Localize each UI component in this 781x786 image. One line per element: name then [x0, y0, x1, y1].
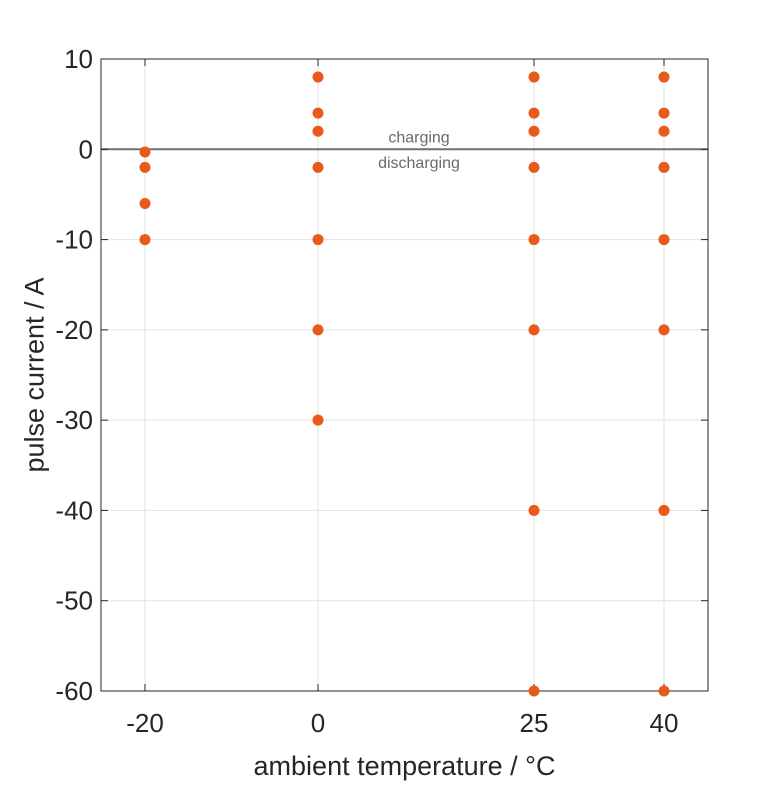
plot-area-frame	[100, 58, 709, 692]
x-tick-label: 0	[311, 708, 325, 738]
data-point	[658, 324, 670, 336]
x-tick-label: 25	[520, 708, 549, 738]
x-tick-label: -20	[126, 708, 164, 738]
data-point	[528, 71, 540, 83]
y-tick-label: -10	[55, 225, 93, 255]
y-tick-label: 0	[79, 134, 93, 164]
data-point	[528, 504, 540, 516]
x-tick-label: 40	[650, 708, 679, 738]
data-point	[658, 125, 670, 137]
data-point	[658, 234, 670, 246]
data-point	[528, 125, 540, 137]
data-point	[312, 234, 324, 246]
data-point	[528, 161, 540, 173]
data-point	[312, 324, 324, 336]
y-tick-label: -20	[55, 315, 93, 345]
data-point	[139, 197, 151, 209]
y-tick-label: -60	[55, 676, 93, 706]
y-tick-label: -40	[55, 495, 93, 525]
data-point	[528, 685, 540, 697]
data-point	[312, 414, 324, 426]
axis-ticks: -20 0 25 40 10 0 -10 -20 -30 -40 -50 -60	[55, 44, 708, 738]
y-axis-label: pulse current / A	[19, 277, 49, 472]
data-point	[139, 146, 151, 158]
data-point	[658, 107, 670, 119]
data-point	[139, 234, 151, 246]
data-point	[658, 685, 670, 697]
y-tick-label: -50	[55, 586, 93, 616]
data-point	[312, 71, 324, 83]
data-point	[312, 161, 324, 173]
data-point	[658, 504, 670, 516]
data-point	[658, 71, 670, 83]
x-axis-label: ambient temperature / °C	[254, 751, 556, 781]
data-point	[528, 234, 540, 246]
data-point	[139, 161, 151, 173]
y-tick-label: -30	[55, 405, 93, 435]
data-point	[658, 161, 670, 173]
annotations: charging discharging	[378, 130, 460, 172]
data-point	[528, 107, 540, 119]
annotation-discharging: discharging	[378, 155, 460, 172]
annotation-charging: charging	[388, 130, 449, 147]
data-point	[312, 107, 324, 119]
data-points	[139, 71, 670, 697]
y-tick-label: 10	[64, 44, 93, 74]
grid	[101, 58, 708, 692]
data-point	[528, 324, 540, 336]
data-point	[312, 125, 324, 137]
